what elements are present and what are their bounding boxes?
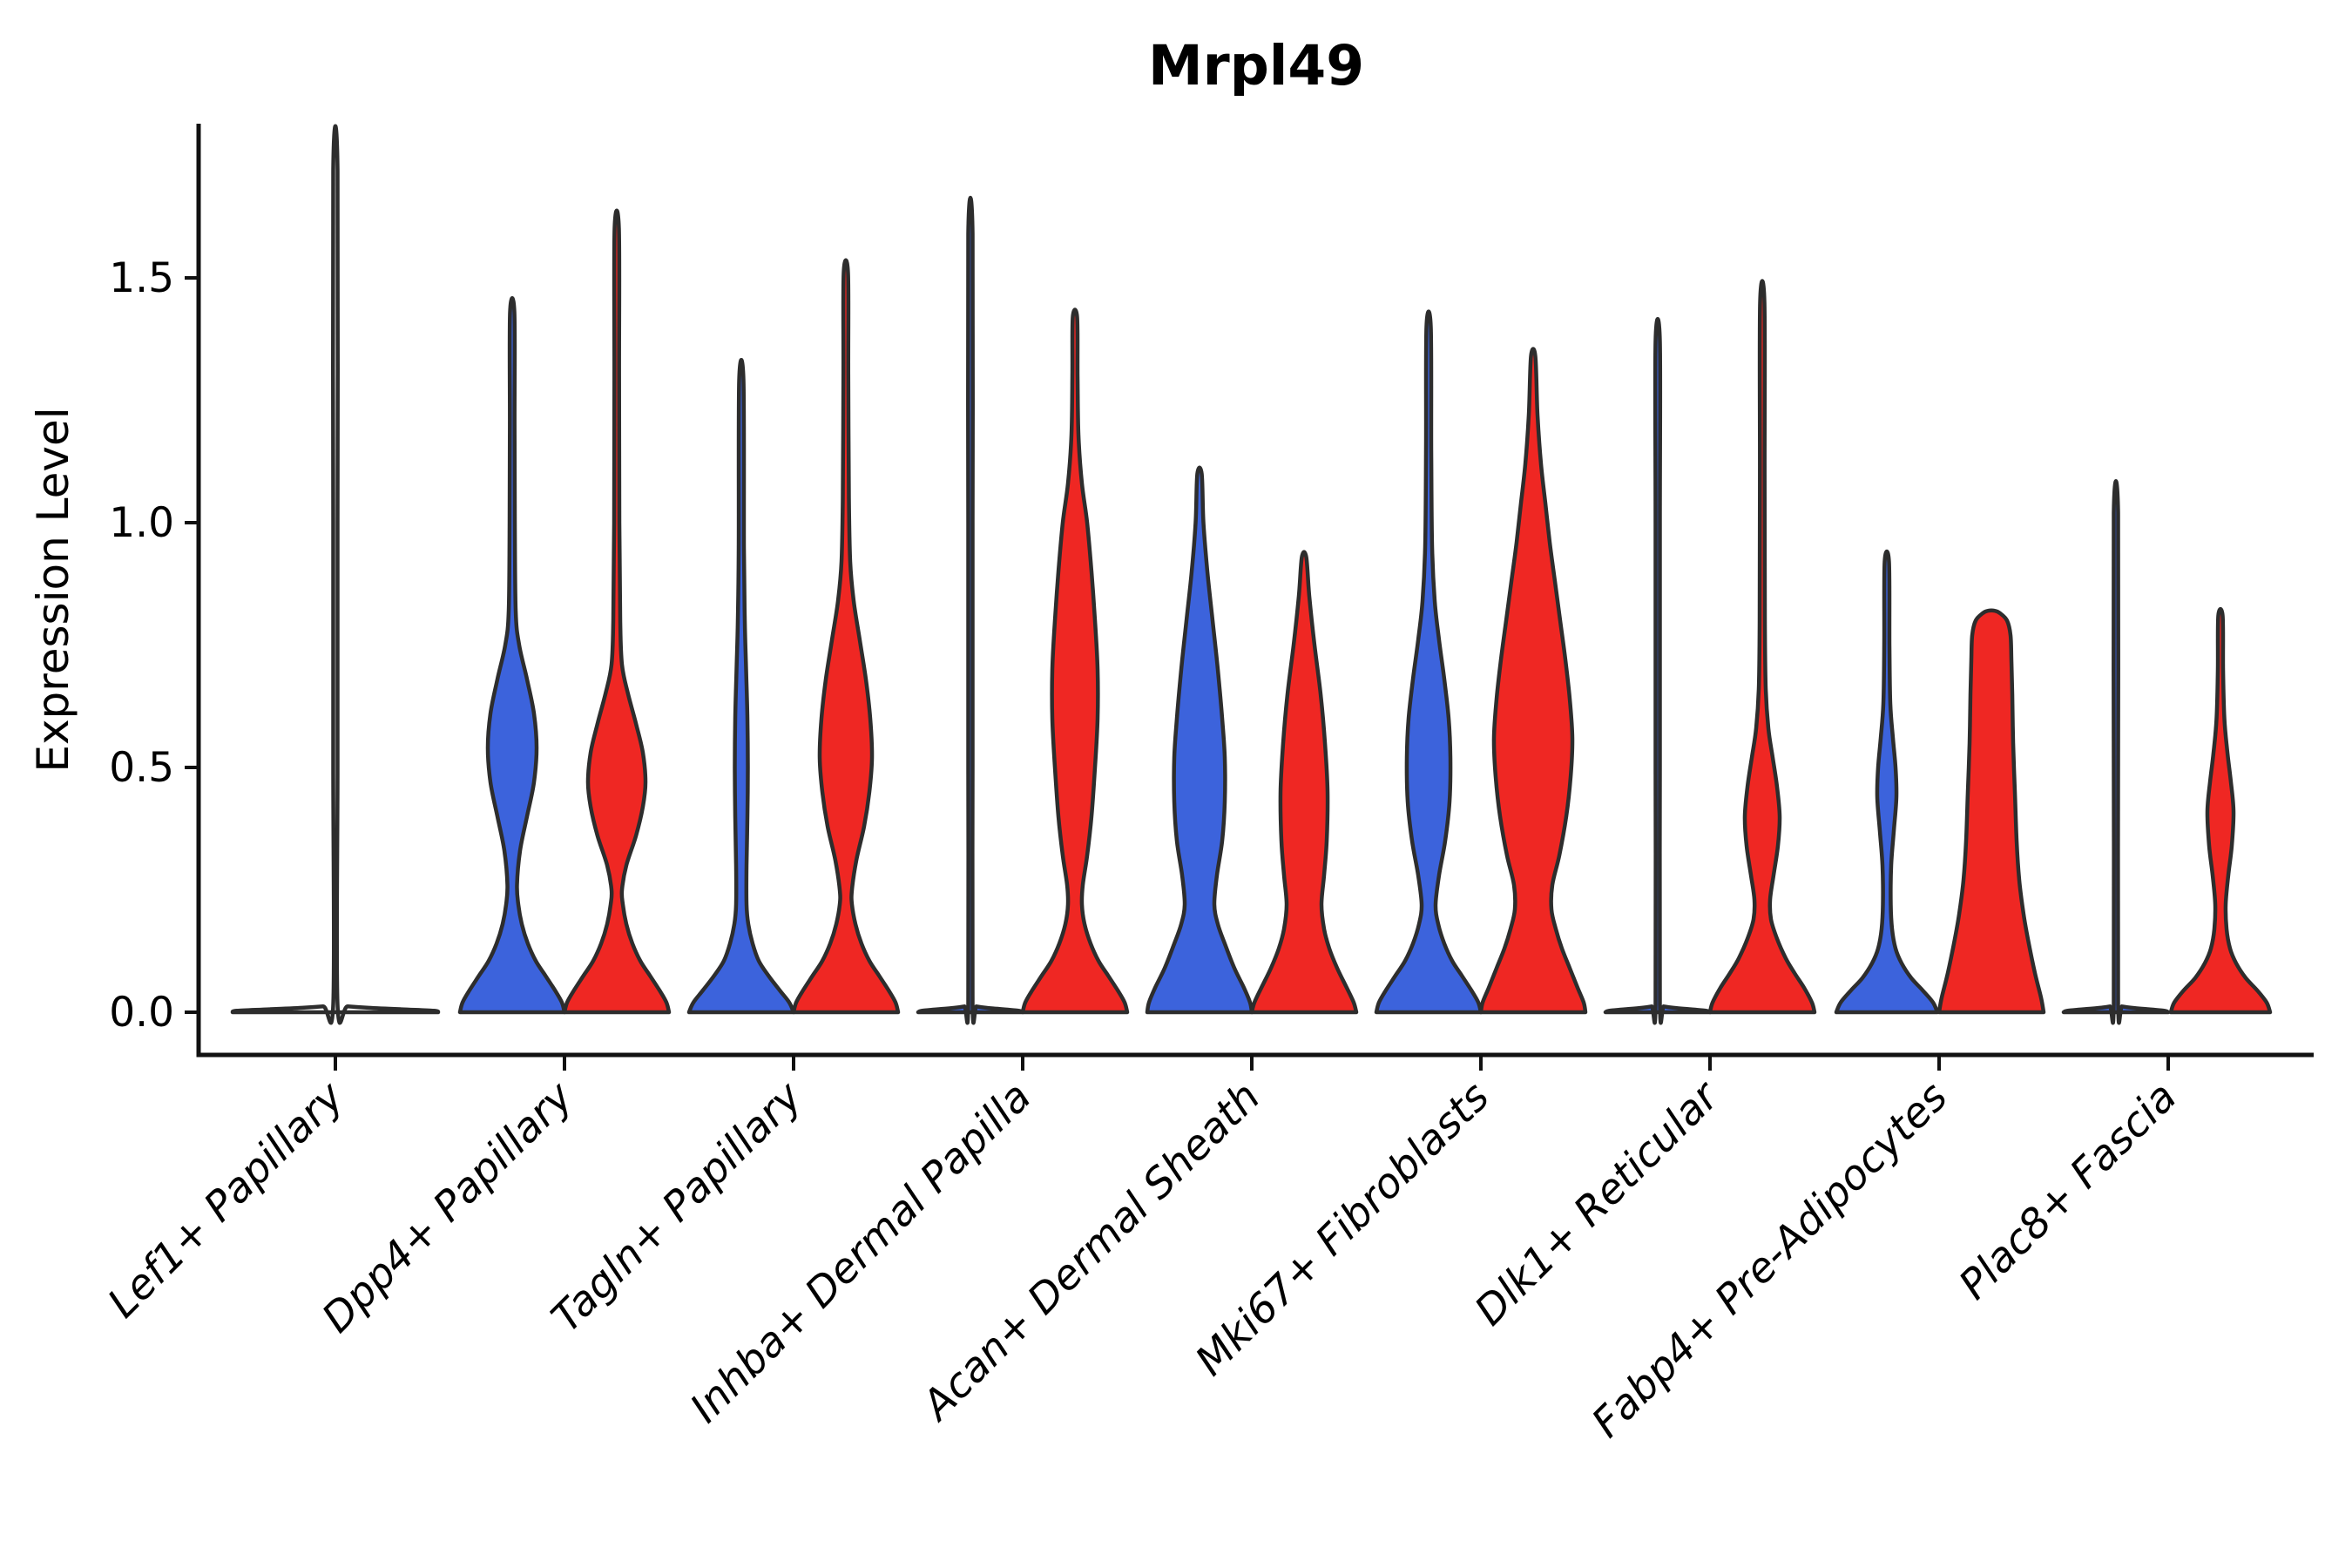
violin-split-red-acan-dermal-sheath [1249,550,1359,1015]
y-tick-label: 1.5 [109,254,174,302]
x-tick-label: Tagln+ Papillary [543,1072,813,1342]
x-tick-label: Dlk1+ Reticular [1466,1071,1730,1335]
violin-split-red-fabp4-pre-adipocytes [1936,608,2046,1015]
violin-single-lef1-papillary [230,124,441,1025]
violin-split-red-dpp4-papillary [562,208,672,1015]
violin-split-red-dlk1-reticular [1707,279,1817,1015]
violin-split-blue-plac8-fascia [2061,479,2171,1025]
violin-split-blue-dlk1-reticular [1603,317,1713,1025]
x-tick-label: Dpp4+ Papillary [313,1072,583,1342]
violin-split-blue-dpp4-papillary [457,295,567,1015]
violin-split-red-plac8-fascia [2168,606,2273,1015]
violin-split-red-mki67-fibroblasts [1478,347,1588,1015]
x-tick-label: Plac8+ Fascia [1950,1073,2186,1309]
violin-split-blue-acan-dermal-sheath [1145,465,1254,1015]
chart-title: Mrpl49 [1148,34,1364,98]
violin-split-blue-inhba-dermal-papilla [916,196,1025,1025]
violin-split-blue-tagln-papillary [686,358,796,1015]
violin-split-red-tagln-papillary [791,258,901,1015]
violin-layer [230,124,2273,1025]
violin-split-blue-fabp4-pre-adipocytes [1834,549,1940,1015]
y-tick-label: 0.0 [109,989,174,1037]
y-axis-label: Expression Level [28,407,78,772]
text-layer: Mrpl49 Expression Level [28,34,1364,773]
violin-split-blue-mki67-fibroblasts [1374,309,1484,1015]
x-tick-label: Lef1+ Papillary [98,1072,354,1328]
y-tick-label: 0.5 [109,744,174,792]
violin-split-red-inhba-dermal-papilla [1020,308,1130,1015]
y-tick-label: 1.0 [109,499,174,547]
